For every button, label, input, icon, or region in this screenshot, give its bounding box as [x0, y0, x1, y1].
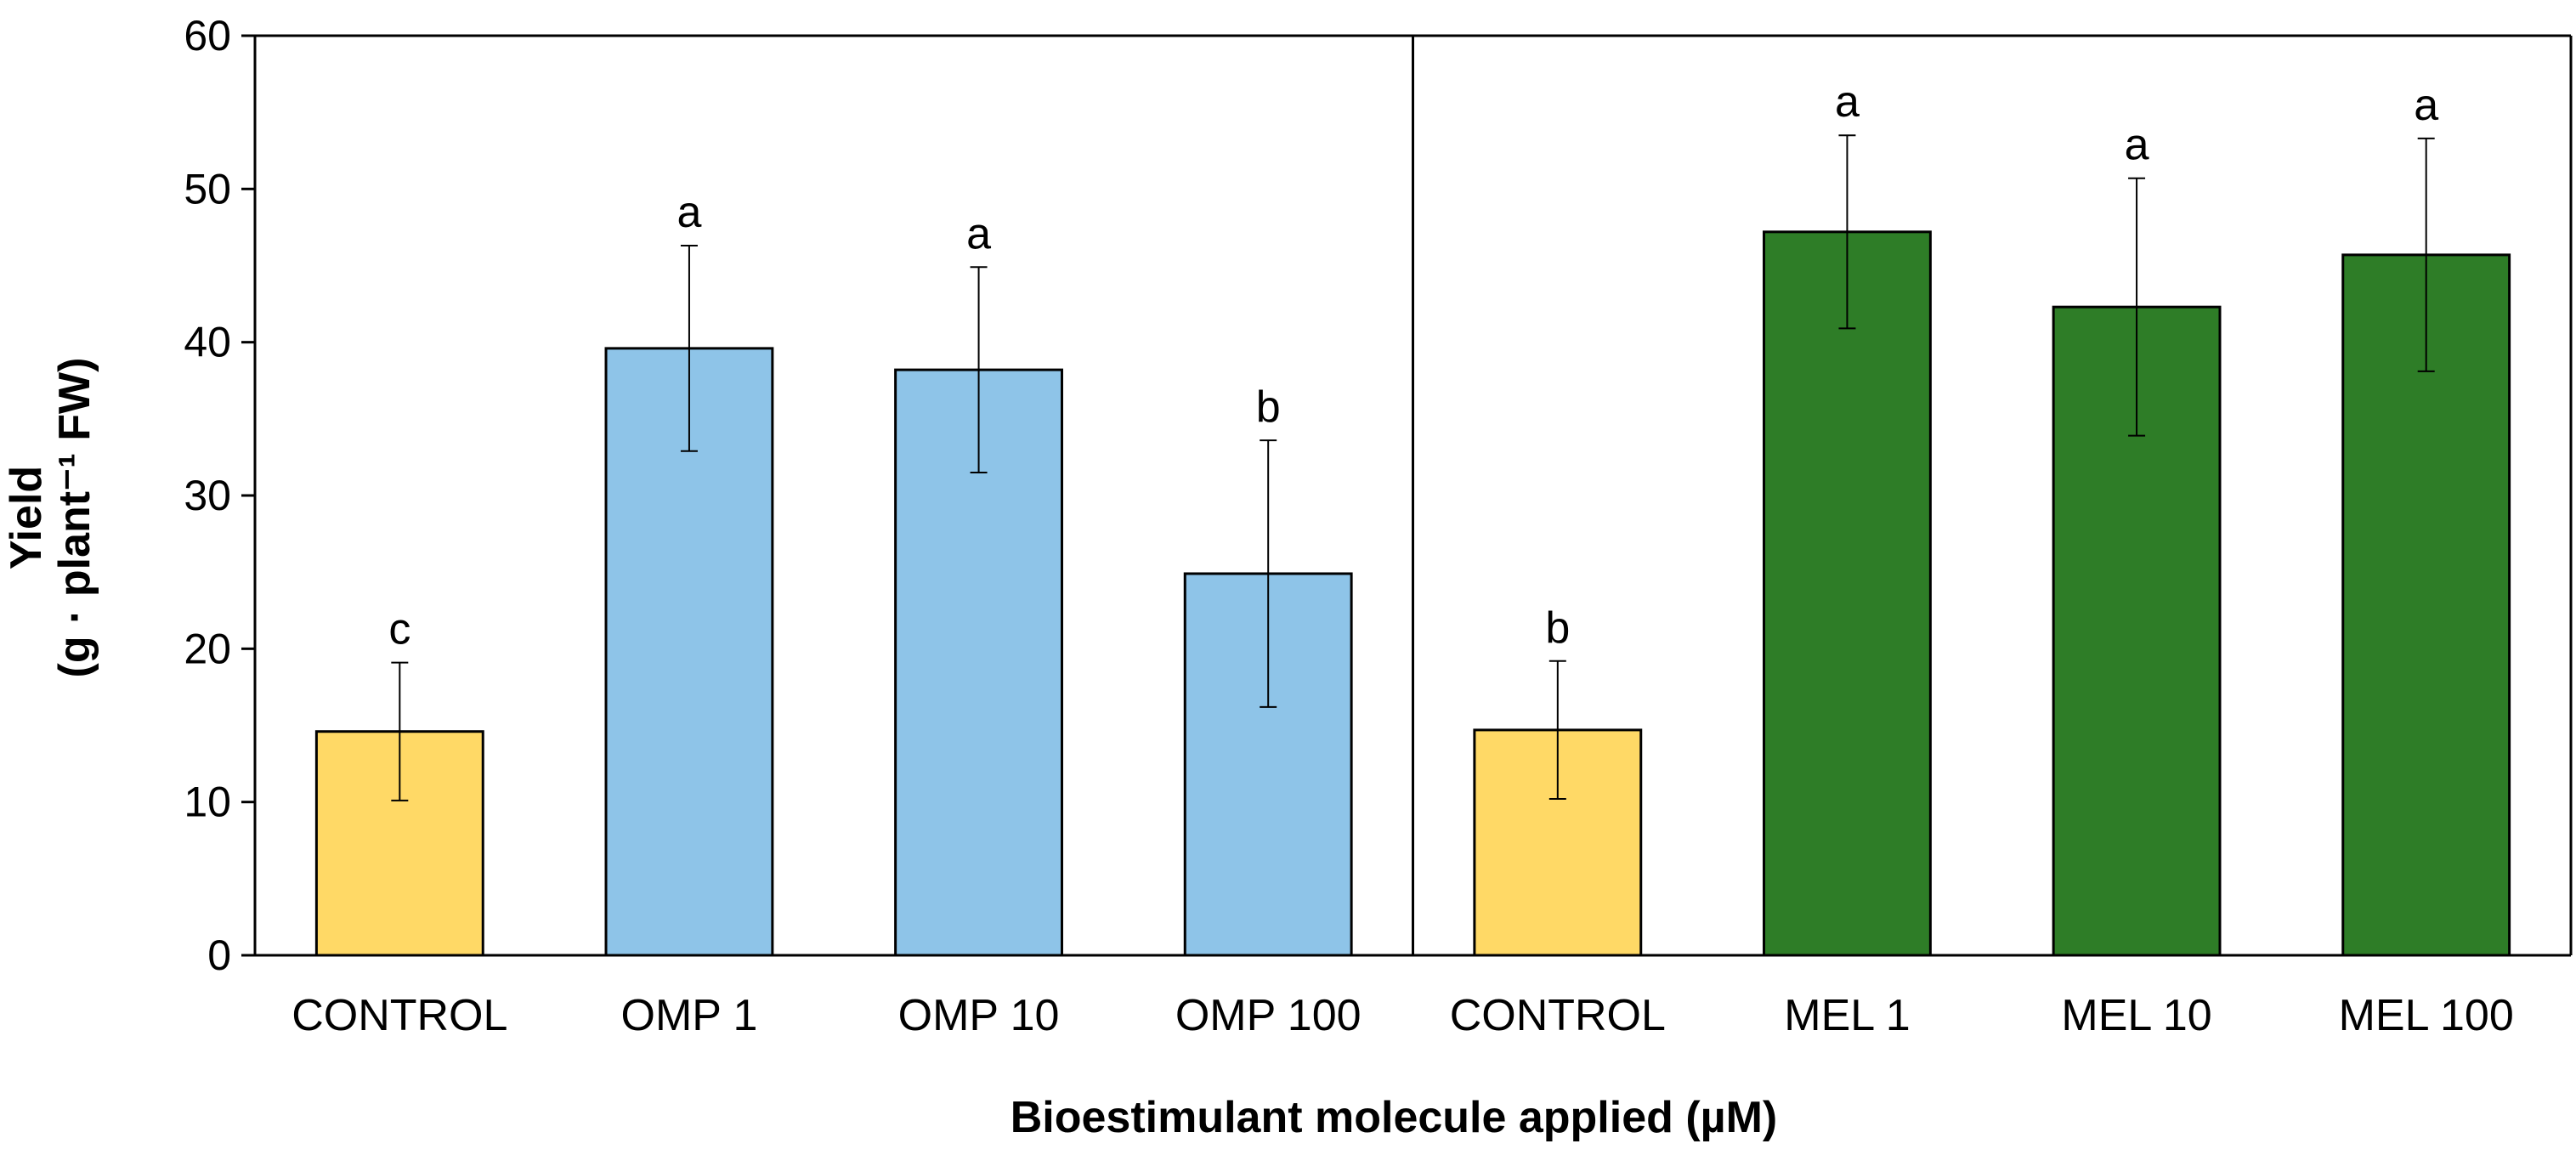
x-category-label: OMP 1 — [621, 991, 758, 1040]
y-tick-label: 40 — [184, 319, 231, 366]
x-category-label: OMP 100 — [1175, 991, 1362, 1040]
x-axis-title: Bioestimulant molecule applied (µM) — [1011, 1093, 1778, 1142]
y-tick-label: 30 — [184, 472, 231, 519]
significance-label: a — [1835, 77, 1860, 127]
labels-layer: 0 10 20 30 40 50 60 c CONTROL a OMP 1 a OMP 10 b OMP 1… — [184, 12, 2513, 1040]
y-tick-label: 20 — [184, 625, 231, 672]
y-tick-label: 60 — [184, 12, 231, 59]
x-category-label: OMP 10 — [898, 991, 1060, 1040]
x-category-label: MEL 10 — [2061, 991, 2211, 1040]
significance-label: b — [1256, 382, 1281, 432]
y-tick-label: 10 — [184, 779, 231, 826]
significance-label: a — [2125, 121, 2149, 170]
y-axis-title-line1: Yield — [2, 466, 51, 569]
x-category-label: MEL 100 — [2339, 991, 2514, 1040]
bars-layer — [314, 134, 2511, 957]
significance-label: a — [2414, 81, 2438, 130]
y-axis-title-line2: (g · plant⁻¹ FW) — [50, 358, 99, 678]
significance-label: b — [1545, 603, 1570, 653]
y-tick-label: 0 — [207, 931, 231, 979]
y-tick-label: 50 — [184, 165, 231, 212]
significance-label: a — [677, 188, 701, 237]
x-category-label: MEL 1 — [1784, 991, 1910, 1040]
x-category-label: CONTROL — [292, 991, 507, 1040]
significance-label: c — [388, 605, 410, 654]
bar — [1763, 230, 1932, 957]
axes-layer — [241, 34, 2573, 957]
significance-label: a — [966, 209, 991, 258]
x-category-label: CONTROL — [1450, 991, 1666, 1040]
